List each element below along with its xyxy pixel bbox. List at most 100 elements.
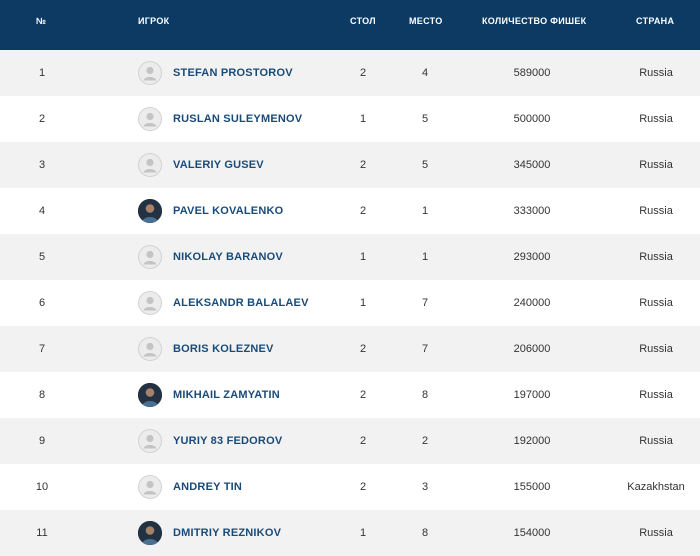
seat-number: 5	[421, 113, 429, 125]
player-name-link[interactable]: ALEKSANDR BALALAEV	[173, 297, 309, 309]
player-name-link[interactable]: YURIY 83 FEDOROV	[173, 435, 283, 447]
player-cell: DMITRIY REZNIKOV	[138, 510, 338, 556]
player-photo-avatar[interactable]	[138, 199, 162, 223]
table-row: 1 STEFAN PROSTOROV 2 4 589000 Russia	[0, 50, 700, 96]
country: Russia	[639, 159, 673, 171]
table-row: 11 DMITRIY REZNIKOV 1 8 154000 Russia	[0, 510, 700, 556]
default-avatar-icon[interactable]	[138, 429, 162, 453]
chip-count: 240000	[513, 297, 551, 309]
table-header: № Игрок Стол Место Количество фишек Стра…	[0, 0, 700, 50]
country: Russia	[639, 297, 673, 309]
table-number: 2	[359, 389, 367, 401]
table-number: 2	[359, 67, 367, 79]
chip-count: 589000	[513, 67, 551, 79]
table-number: 1	[359, 113, 367, 125]
header-player[interactable]: Игрок	[138, 16, 170, 26]
player-cell: RUSLAN SULEYMENOV	[138, 96, 338, 142]
country: Russia	[639, 527, 673, 539]
table-body: 1 STEFAN PROSTOROV 2 4 589000 Russia 2 R…	[0, 50, 700, 556]
default-avatar-icon[interactable]	[138, 291, 162, 315]
player-name-link[interactable]: RUSLAN SULEYMENOV	[173, 113, 303, 125]
rank-number: 10	[35, 481, 49, 493]
country: Russia	[639, 389, 673, 401]
table-row: 6 ALEKSANDR BALALAEV 1 7 240000 Russia	[0, 280, 700, 326]
seat-number: 7	[421, 343, 429, 355]
header-table[interactable]: Стол	[350, 16, 376, 26]
country: Russia	[639, 343, 673, 355]
rank-number: 4	[38, 205, 46, 217]
table-number: 2	[359, 205, 367, 217]
chip-count: 192000	[513, 435, 551, 447]
player-cell: PAVEL KOVALENKO	[138, 188, 338, 234]
header-country[interactable]: Страна	[636, 16, 675, 26]
player-cell: ANDREY TIN	[138, 464, 338, 510]
table-number: 1	[359, 297, 367, 309]
country: Russia	[639, 67, 673, 79]
player-name-link[interactable]: ANDREY TIN	[173, 481, 243, 493]
rank-number: 9	[38, 435, 46, 447]
table-row: 2 RUSLAN SULEYMENOV 1 5 500000 Russia	[0, 96, 700, 142]
player-name-link[interactable]: STEFAN PROSTOROV	[173, 67, 293, 79]
rank-number: 3	[38, 159, 46, 171]
table-number: 2	[359, 435, 367, 447]
chip-count: 197000	[513, 389, 551, 401]
player-cell: BORIS KOLEZNEV	[138, 326, 338, 372]
default-avatar-icon[interactable]	[138, 475, 162, 499]
seat-number: 1	[421, 205, 429, 217]
player-photo-avatar[interactable]	[138, 383, 162, 407]
header-seat[interactable]: Место	[409, 16, 443, 26]
country: Russia	[639, 435, 673, 447]
default-avatar-icon[interactable]	[138, 153, 162, 177]
player-name-link[interactable]: BORIS KOLEZNEV	[173, 343, 274, 355]
rank-number: 2	[38, 113, 46, 125]
player-cell: YURIY 83 FEDOROV	[138, 418, 338, 464]
player-name-link[interactable]: DMITRIY REZNIKOV	[173, 527, 282, 539]
default-avatar-icon[interactable]	[138, 61, 162, 85]
table-row: 8 MIKHAIL ZAMYATIN 2 8 197000 Russia	[0, 372, 700, 418]
rank-number: 6	[38, 297, 46, 309]
rank-number: 7	[38, 343, 46, 355]
player-name-link[interactable]: MIKHAIL ZAMYATIN	[173, 389, 280, 401]
country: Russia	[639, 251, 673, 263]
chip-count: 333000	[513, 205, 551, 217]
chip-count: 500000	[513, 113, 551, 125]
table-row: 4 PAVEL KOVALENKO 2 1 333000 Russia	[0, 188, 700, 234]
table-number: 1	[359, 527, 367, 539]
country: Russia	[639, 205, 673, 217]
rank-number: 11	[36, 527, 48, 539]
table-number: 1	[359, 251, 367, 263]
seat-number: 8	[421, 527, 429, 539]
player-name-link[interactable]: VALERIY GUSEV	[173, 159, 264, 171]
default-avatar-icon[interactable]	[138, 337, 162, 361]
chip-count: 154000	[513, 527, 551, 539]
player-cell: ALEKSANDR BALALAEV	[138, 280, 338, 326]
table-row: 10 ANDREY TIN 2 3 155000 Kazakhstan	[0, 464, 700, 510]
seat-number: 5	[421, 159, 429, 171]
table-number: 2	[359, 159, 367, 171]
default-avatar-icon[interactable]	[138, 107, 162, 131]
rank-number: 5	[38, 251, 46, 263]
header-num: №	[36, 16, 47, 26]
default-avatar-icon[interactable]	[138, 245, 162, 269]
table-number: 2	[359, 343, 367, 355]
seat-number: 4	[421, 67, 429, 79]
rank-number: 8	[38, 389, 46, 401]
seat-number: 1	[421, 251, 429, 263]
country: Russia	[639, 113, 673, 125]
seat-number: 7	[421, 297, 429, 309]
table-row: 7 BORIS KOLEZNEV 2 7 206000 Russia	[0, 326, 700, 372]
player-cell: VALERIY GUSEV	[138, 142, 338, 188]
country: Kazakhstan	[627, 481, 685, 493]
seat-number: 3	[421, 481, 429, 493]
rank-number: 1	[38, 67, 46, 79]
chip-count: 293000	[513, 251, 551, 263]
player-name-link[interactable]: NIKOLAY BARANOV	[173, 251, 283, 263]
chip-count: 155000	[513, 481, 551, 493]
player-photo-avatar[interactable]	[138, 521, 162, 545]
seat-number: 8	[421, 389, 429, 401]
chip-count: 206000	[513, 343, 551, 355]
player-cell: STEFAN PROSTOROV	[138, 50, 338, 96]
header-chips[interactable]: Количество фишек	[482, 16, 587, 26]
player-name-link[interactable]: PAVEL KOVALENKO	[173, 205, 284, 217]
table-row: 9 YURIY 83 FEDOROV 2 2 192000 Russia	[0, 418, 700, 464]
